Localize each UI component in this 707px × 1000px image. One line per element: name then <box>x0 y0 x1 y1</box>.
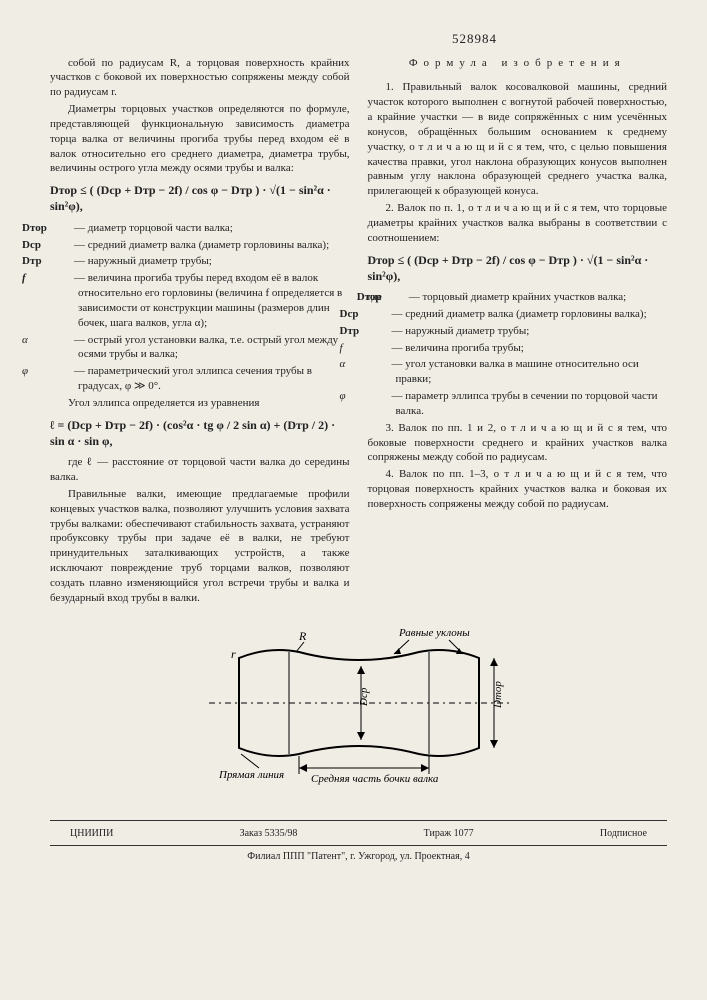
where-4: f— величина прогиба трубы перед входом е… <box>50 271 350 330</box>
txt: — острый угол установки валка, т.е. остр… <box>74 334 338 361</box>
txt: — диаметр торцовой части валка; <box>74 222 233 234</box>
two-columns: собой по радиусам R, а торцовая поверхно… <box>50 56 667 608</box>
txt: — наружный диаметр трубы; <box>74 255 212 267</box>
label-R: R <box>298 629 307 643</box>
txt: — величина прогиба трубы; <box>392 342 524 354</box>
footer-tirage: Тираж 1077 <box>424 827 474 841</box>
left-column: собой по радиусам R, а торцовая поверхно… <box>50 56 350 608</box>
footer-cniipi: ЦНИИПИ <box>70 827 113 841</box>
sym: Dср <box>368 307 392 322</box>
txt: — торцовый диаметр крайних участков валк… <box>409 291 627 303</box>
sym: α <box>50 333 74 348</box>
left-p1: собой по радиусам R, а торцовая поверхно… <box>50 56 350 101</box>
where-6: φ— параметрический угол эллипса сечения … <box>50 364 350 394</box>
formula-title: Формула изобретения <box>368 56 668 71</box>
label-mid: Средняя часть бочки валка <box>311 773 439 785</box>
formula-r: Dтор ≤ ( (Dср + Dтр − 2f) / cos φ − Dтр … <box>368 252 668 284</box>
rw-2: Dср— средний диаметр валка (диаметр горл… <box>368 307 668 322</box>
rw-3: Dтр— наружный диаметр трубы; <box>368 324 668 339</box>
txt: — наружный диаметр трубы; <box>392 325 530 337</box>
label-Dtop: Dтор <box>492 680 504 708</box>
left-p4: где ℓ — расстояние от торцовой части вал… <box>50 455 350 485</box>
sym: f <box>368 341 392 356</box>
sym: Dтор <box>50 221 74 236</box>
left-p2: Диаметры торцовых участков определяются … <box>50 102 350 176</box>
where-1: Dтор— диаметр торцовой части валка; <box>50 221 350 236</box>
sym: Dср <box>50 238 74 253</box>
patent-number: 528984 <box>50 30 497 48</box>
right-column: Формула изобретения 1. Правильный валок … <box>368 56 668 608</box>
claim-4: 4. Валок по пп. 1–3, о т л и ч а ю щ и й… <box>368 467 668 512</box>
claim-3: 3. Валок по пп. 1 и 2, о т л и ч а ю щ и… <box>368 421 668 466</box>
where-5: α— острый угол установки валка, т.е. ост… <box>50 333 350 363</box>
where-3: Dтр— наружный диаметр трубы; <box>50 254 350 269</box>
label-Dcp: Dср <box>358 687 370 707</box>
rw-4: f— величина прогиба трубы; <box>368 341 668 356</box>
sym: φ <box>368 389 392 404</box>
label-r: r <box>231 647 236 661</box>
sym: f <box>50 271 74 286</box>
txt: — средний диаметр валка (диаметр горлови… <box>74 239 329 251</box>
footer-order: Заказ 5335/98 <box>240 827 298 841</box>
roll-diagram-svg: R r Равные уклоны Dср Dтор Прямая линия <box>149 618 569 798</box>
left-p3: Угол эллипса определяется из уравнения <box>50 396 350 411</box>
footer-sub: Подписное <box>600 827 647 841</box>
rw-1: где Dтор— торцовый диаметр крайних участ… <box>368 290 668 305</box>
sym: Dтр <box>50 254 74 269</box>
sym: φ <box>50 364 74 379</box>
txt: — средний диаметр валка (диаметр горлови… <box>392 308 647 320</box>
txt: — величина прогиба трубы перед входом её… <box>74 272 342 329</box>
sym: α <box>368 357 392 372</box>
label-equal: Равные уклоны <box>398 627 470 639</box>
sym: Dтор <box>385 290 409 305</box>
footer: ЦНИИПИ Заказ 5335/98 Тираж 1077 Подписно… <box>50 820 667 863</box>
diagram: R r Равные уклоны Dср Dтор Прямая линия <box>50 618 667 803</box>
formula-1: Dтор ≤ ( (Dср + Dтр − 2f) / cos φ − Dтр … <box>50 182 350 214</box>
left-p5: Правильные валки, имеющие предлагаемые п… <box>50 487 350 606</box>
txt: — угол установки валка в машине относите… <box>392 358 639 385</box>
rw-5: α— угол установки валка в машине относит… <box>368 357 668 387</box>
page: 528984 собой по радиусам R, а торцовая п… <box>0 0 707 873</box>
rw-6: φ— параметр эллипса трубы в сечении по т… <box>368 389 668 419</box>
txt: — параметрический угол эллипса сечения т… <box>74 365 312 392</box>
claim-2: 2. Валок по п. 1, о т л и ч а ю щ и й с … <box>368 201 668 246</box>
claim-1: 1. Правильный валок косовалковой машины,… <box>368 80 668 199</box>
sym: Dтр <box>368 324 392 339</box>
formula-2: ℓ = (Dср + Dтр − 2f) · (cos²α · tg φ / 2… <box>50 417 350 449</box>
txt: — параметр эллипса трубы в сечении по то… <box>392 390 658 417</box>
footer-filial: Филиал ППП "Патент", г. Ужгород, ул. Про… <box>50 850 667 864</box>
label-line: Прямая линия <box>218 769 284 781</box>
where-2: Dср— средний диаметр валка (диаметр горл… <box>50 238 350 253</box>
